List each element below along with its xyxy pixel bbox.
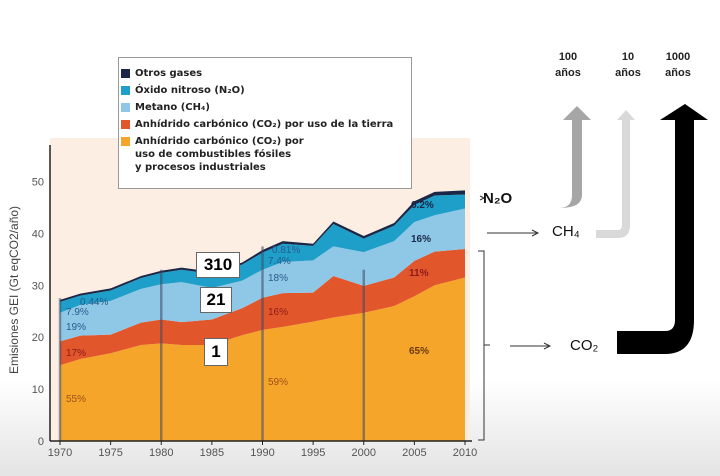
legend-swatch [121,86,130,95]
legend-label-cont: uso de combustibles fósiles [135,149,292,160]
y-tick-label: 50 [32,177,44,189]
pct-label-1990: 59% [268,377,288,388]
ch4-lifetime-label: 10 años [615,51,641,79]
y-axis-label: Emisiones GEI (Gt eqCO2/año) [7,206,21,374]
x-tick-label: 2010 [453,447,477,459]
legend-label-cont: y procesos industriales [135,162,266,173]
legend-item-otros-gases: Otros gases [121,67,203,80]
x-tick-label: 2000 [352,447,376,459]
y-tick-label: 30 [32,280,44,292]
pct-label-2010: 16% [411,234,431,245]
area-other-gases [60,190,465,302]
legend-label: Anhídrido carbónico (CO₂) por [135,136,304,147]
legend-item-ch4: Metano (CH₄) [121,101,210,114]
legend-label: Anhídrido carbónico (CO₂) por uso de la … [135,119,394,130]
x-tick-label: 1995 [301,447,325,459]
legend-swatch [121,120,130,129]
legend-item-co2-fossil: Anhídrido carbónico (CO₂) por uso de comb… [121,135,304,174]
lifetime-diagram [478,104,708,441]
pct-label-2010: 6.2% [411,200,434,211]
co2-gas-label: CO₂ [570,337,599,354]
x-tick-label: 1990 [250,447,274,459]
x-tick-label: 1985 [200,447,224,459]
n2o-lifetime-label: 100 años [555,51,581,79]
x-tick-label: 2005 [402,447,426,459]
y-tick-label: 40 [32,228,44,240]
n2o-lifetime-arrow-icon [522,106,591,208]
co2-lifetime-label: 1000 años [665,51,691,79]
legend-label: Óxido nitroso (N₂O) [135,85,245,96]
ch4-gas-label: CH₄ [552,223,580,240]
legend-swatch [121,137,130,146]
pct-label-1970: 17% [66,348,86,359]
pct-label-1990: 18% [268,273,288,284]
ch4-lifetime-arrow-icon [596,110,635,238]
pct-label-1970: 19% [66,322,86,333]
co2-bracket [478,250,490,441]
legend-item-co2-land: Anhídrido carbónico (CO₂) por uso de la … [121,118,394,131]
y-tick-label: 20 [32,332,44,344]
legend-swatch [121,103,130,112]
callout-box-21: 21 [200,287,232,313]
pct-label-1970: 7.9% [66,307,89,318]
chart-legend: Otros gases Óxido nitroso (N₂O) Metano (… [118,57,412,189]
n2o-gas-label: N₂O [483,190,513,207]
pct-label-1990: 16% [268,307,288,318]
pct-label-1970: 55% [66,394,86,405]
callout-box-1: 1 [204,338,228,366]
pct-label-1990: 0.81% [272,245,300,256]
callout-box-310: 310 [196,252,240,278]
pct-label-2010: 11% [409,268,429,279]
legend-label: Metano (CH₄) [135,102,210,113]
pct-label-1970: 0.44% [80,297,108,308]
x-tick-label: 1980 [149,447,173,459]
legend-swatch [121,69,130,78]
pct-label-2010: 65% [409,346,429,357]
x-tick-label: 1970 [48,447,72,459]
y-tick-label: 10 [32,384,44,396]
legend-item-n2o: Óxido nitroso (N₂O) [121,84,245,97]
co2-lifetime-arrow-icon [617,104,708,354]
pct-label-1990: 7.4% [268,256,291,267]
legend-label: Otros gases [135,68,203,79]
x-tick-label: 1975 [98,447,122,459]
y-tick-label: 0 [38,436,44,448]
n2o-pointer-icon [479,195,486,201]
